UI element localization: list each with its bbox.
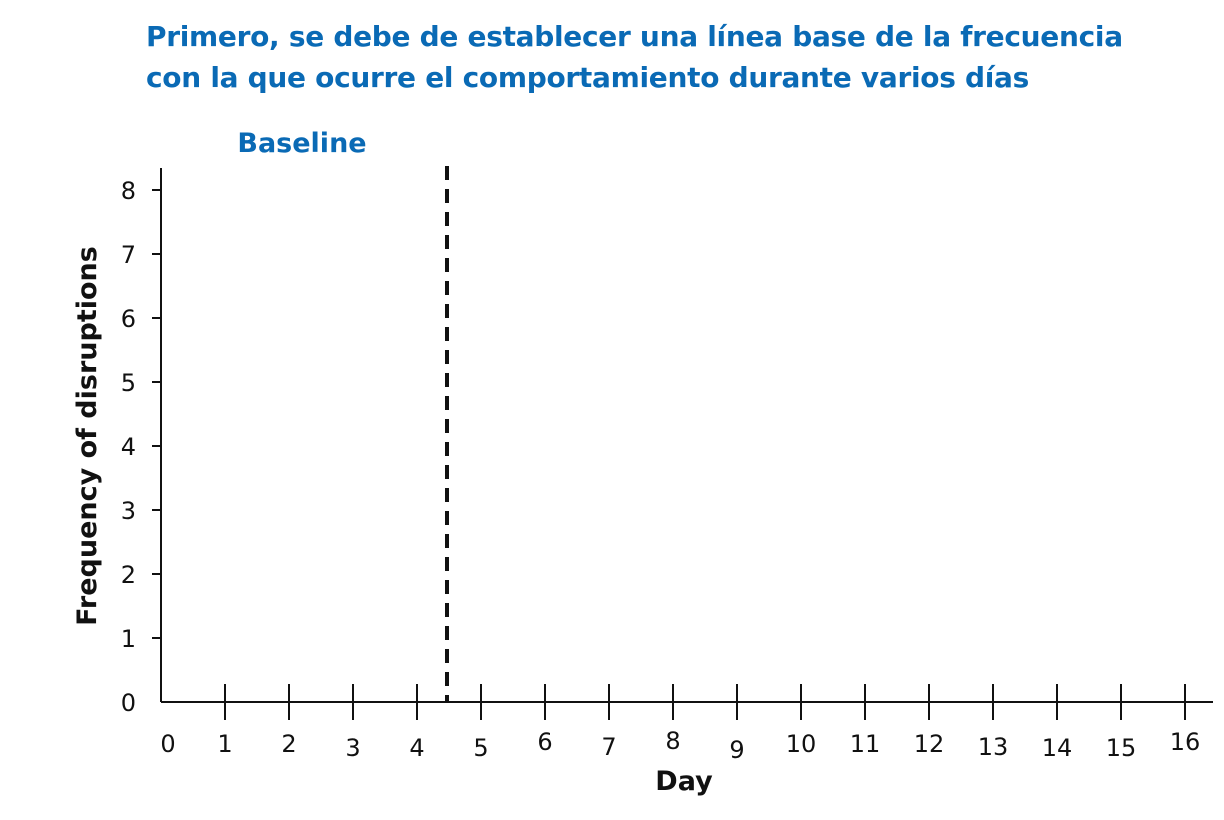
x-tick-label: 12	[914, 730, 945, 758]
y-tick-label: 0	[121, 689, 136, 717]
x-tick-label: 5	[473, 734, 488, 762]
heading-line-2: con la que ocurre el comportamiento dura…	[146, 61, 1030, 94]
heading-line-1: Primero, se debe de establecer una línea…	[146, 20, 1123, 53]
x-tick-label: 13	[978, 733, 1009, 761]
x-tick-label: 15	[1106, 734, 1137, 762]
y-tick-label: 4	[121, 433, 136, 461]
x-tick-label: 4	[409, 734, 424, 762]
y-tick-label: 6	[121, 305, 136, 333]
chart-heading: Primero, se debe de establecer una línea…	[146, 16, 1206, 98]
x-tick-label: 6	[537, 728, 552, 756]
x-tick-label: 9	[729, 736, 744, 764]
y-tick-label: 1	[121, 625, 136, 653]
x-tick-label: 3	[345, 734, 360, 762]
x-tick-label: 1	[217, 730, 232, 758]
x-tick-label: 11	[850, 730, 881, 758]
x-tick-label: 8	[665, 727, 680, 755]
x-axis-title: Day	[655, 766, 713, 797]
phase-label-baseline: Baseline	[237, 128, 366, 159]
y-axis: 0 1 2 3 4 5 6 7 8	[121, 168, 162, 717]
phase-change: Baseline	[237, 128, 449, 702]
x-tick-label: 7	[601, 733, 616, 761]
x-tick-label: 16	[1170, 728, 1201, 756]
y-tick-label: 3	[121, 497, 136, 525]
y-tick-label: 2	[121, 561, 136, 589]
x-axis: 0 1 2 3 4 5 6 7 8 9 10 11 12 13 14 15 16	[160, 684, 1213, 764]
y-tick-label: 5	[121, 369, 136, 397]
x-tick-label: 14	[1042, 734, 1073, 762]
y-tick-label: 7	[121, 241, 136, 269]
x-tick-label: 0	[160, 730, 175, 758]
x-tick-label: 10	[786, 730, 817, 758]
y-axis-title: Frequency of disruptions	[72, 246, 103, 626]
y-tick-label: 8	[121, 177, 136, 205]
x-tick-label: 2	[281, 730, 296, 758]
